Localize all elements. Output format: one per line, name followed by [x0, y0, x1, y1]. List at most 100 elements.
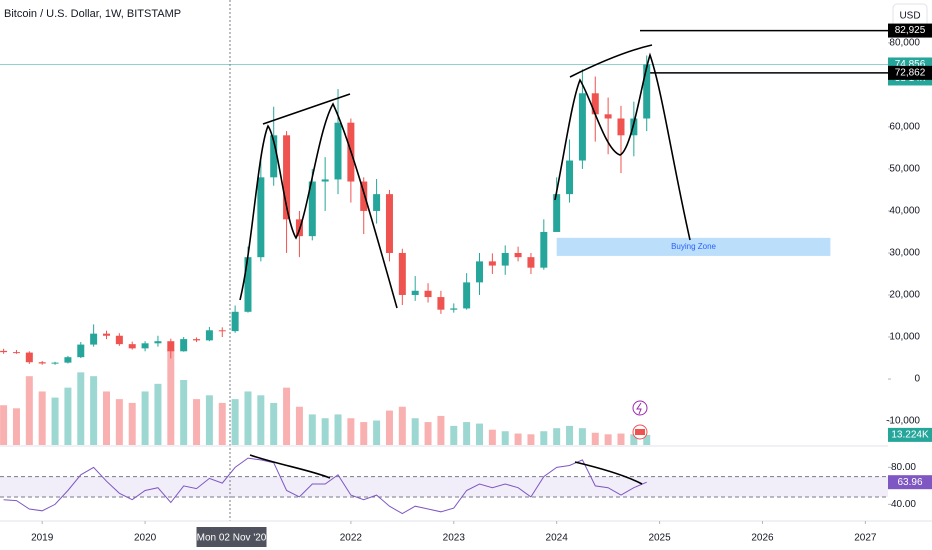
candle-body	[77, 344, 85, 358]
volume-bar	[566, 425, 574, 445]
candle-body	[64, 357, 72, 363]
volume-bar	[12, 408, 20, 445]
volume-bar	[347, 418, 355, 445]
candle-body	[25, 352, 33, 363]
volume-bar	[270, 402, 278, 445]
price-label-box	[888, 23, 932, 38]
event-icon[interactable]	[632, 400, 648, 416]
buying-zone	[556, 237, 831, 256]
y-tick-label: 60,000	[889, 122, 920, 133]
volume-bar	[385, 410, 393, 445]
crosshair-label-box	[196, 527, 267, 547]
trend-line	[569, 44, 653, 78]
volume-bar	[630, 434, 638, 445]
candle-body	[488, 261, 496, 266]
chart-title: Bitcoin / U.S. Dollar, 1W, BITSTAMP	[4, 8, 181, 20]
crosshair-label: Mon 02 Nov '20	[197, 533, 267, 544]
volume-bar	[373, 420, 381, 445]
y-tick-label: 0	[914, 374, 920, 385]
candle-body	[360, 181, 368, 211]
volume-bar	[64, 387, 72, 445]
volume-bar	[488, 429, 496, 445]
volume-bar	[38, 391, 46, 445]
volume-bar	[398, 406, 406, 445]
zone-label: Buying Zone	[671, 242, 716, 251]
candle-body	[540, 231, 548, 268]
pattern-line	[554, 52, 691, 241]
volume-bar	[450, 425, 458, 445]
rsi-label-box	[888, 475, 932, 490]
candle-body	[475, 261, 483, 283]
volume-bar	[475, 423, 483, 445]
volume-bar	[154, 383, 162, 445]
volume-bar	[51, 397, 59, 445]
candle-body	[527, 257, 535, 268]
candle-body	[385, 194, 393, 253]
volume-bar	[283, 387, 291, 445]
y-tick-label: 50,000	[889, 164, 920, 175]
candle-body	[553, 194, 561, 232]
volume-bar	[218, 402, 226, 445]
candle-body	[334, 122, 342, 180]
volume-bar	[501, 431, 509, 445]
volume-bar	[295, 406, 303, 445]
candle-body	[450, 308, 458, 310]
volume-bar	[180, 380, 188, 445]
volume-bar	[205, 395, 213, 445]
x-tick-label: 2025	[648, 533, 671, 544]
trend-line	[262, 93, 351, 125]
volume-bar	[360, 422, 368, 445]
candle-body	[128, 344, 136, 349]
x-tick-label: 2020	[134, 533, 157, 544]
rsi-band	[0, 476, 888, 497]
candle-body	[0, 350, 8, 353]
rsi-line	[3, 457, 647, 515]
volume-bar	[231, 399, 239, 445]
candle-body	[102, 333, 110, 336]
volume-bar	[437, 415, 445, 445]
volume-bar	[463, 422, 471, 445]
volume-bar	[257, 395, 265, 445]
candle-body	[141, 343, 149, 349]
plot: Buying Zone	[0, 29, 888, 515]
volume-bar	[102, 391, 110, 445]
volume-bar	[244, 391, 252, 445]
candle-body	[424, 290, 432, 298]
candle-body	[437, 297, 445, 310]
volume-bar	[308, 414, 316, 445]
candle-body	[90, 333, 98, 345]
currency-label: USD	[899, 11, 920, 22]
candle-body	[231, 311, 239, 332]
candle-body	[115, 335, 123, 345]
candle-body	[501, 252, 509, 266]
volume-bar	[90, 376, 98, 445]
volume-bar	[617, 433, 625, 445]
volume-bar	[0, 405, 8, 445]
volume-bar	[514, 433, 522, 445]
volume-bar	[334, 414, 342, 445]
volume-bar	[193, 399, 201, 445]
candle-body	[604, 114, 612, 119]
y-tick-label: 20,000	[889, 290, 920, 301]
candle-body	[578, 93, 586, 161]
y-tick-label: -10,000	[886, 416, 920, 427]
candle-body	[373, 194, 381, 211]
y-tick-label: 40,000	[889, 206, 920, 217]
volume-bar	[591, 432, 599, 445]
price-label: 72,862	[895, 67, 926, 78]
candle-body	[411, 290, 419, 295]
candle-body	[205, 330, 213, 341]
volume-label-box	[888, 427, 932, 442]
volume-bar	[77, 372, 85, 445]
volume-bar	[115, 399, 123, 445]
candle-body	[630, 118, 638, 136]
y-tick-label: 80,000	[889, 38, 920, 49]
candle-body	[463, 282, 471, 309]
rsi-label: 63.96	[897, 477, 922, 488]
volume-bar	[527, 434, 535, 445]
x-tick-label: 2026	[751, 533, 774, 544]
candle-body	[154, 341, 162, 344]
candle-body	[514, 252, 522, 258]
